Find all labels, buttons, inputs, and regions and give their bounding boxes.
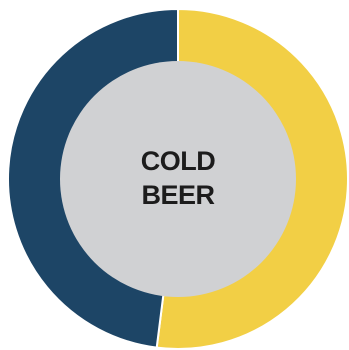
donut-center — [60, 61, 296, 297]
center-label: COLD — [141, 146, 216, 176]
center-label: BEER — [141, 180, 214, 210]
